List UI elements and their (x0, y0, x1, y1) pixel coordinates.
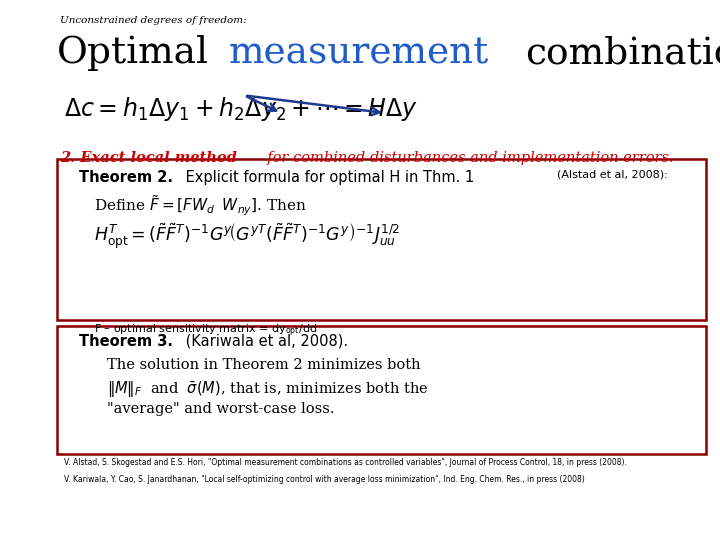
Text: $\|M\|_F$  and  $\bar{\sigma}(M)$, that is, minimizes both the: $\|M\|_F$ and $\bar{\sigma}(M)$, that is… (107, 380, 428, 400)
Text: Define $\tilde{F} = [FW_d \;\; W_{ny}]$. Then: Define $\tilde{F} = [FW_d \;\; W_{ny}]$.… (94, 193, 307, 218)
Text: 2. Exact local method: 2. Exact local method (60, 151, 237, 165)
Text: F – optimal sensitivity matrix = dy$_{\mathrm{opt}}$/dd: F – optimal sensitivity matrix = dy$_{\m… (94, 322, 317, 339)
Text: Theorem 2.: Theorem 2. (79, 170, 173, 185)
FancyBboxPatch shape (57, 159, 706, 320)
Text: (Kariwala et al, 2008).: (Kariwala et al, 2008). (181, 334, 348, 349)
Text: 20: 20 (13, 505, 30, 518)
Text: for combined disturbances and implementation errors.: for combined disturbances and implementa… (258, 151, 673, 165)
Text: N: N (16, 83, 31, 100)
FancyBboxPatch shape (57, 326, 706, 455)
Text: $\Delta c = h_1\Delta y_1 + h_2\Delta y_2 + \cdots = H\Delta y$: $\Delta c = h_1\Delta y_1 + h_2\Delta y_… (63, 96, 418, 124)
Text: Unconstrained degrees of freedom:: Unconstrained degrees of freedom: (60, 16, 247, 25)
Text: Theorem 3.: Theorem 3. (79, 334, 173, 349)
Text: V. Alstad, S. Skogestad and E.S. Hori, "Optimal measurement combinations as cont: V. Alstad, S. Skogestad and E.S. Hori, "… (63, 458, 626, 467)
Text: The solution in Theorem 2 minimizes both: The solution in Theorem 2 minimizes both (107, 357, 420, 372)
Text: (Alstad et al, 2008):: (Alstad et al, 2008): (557, 170, 667, 180)
Text: "average" and worst-case loss.: "average" and worst-case loss. (107, 402, 335, 416)
Text: measurement: measurement (229, 35, 489, 71)
Text: V. Kariwala, Y. Cao, S. Janardhanan, "Local self-optimizing control with average: V. Kariwala, Y. Cao, S. Janardhanan, "Lo… (63, 475, 585, 484)
Text: Optimal: Optimal (57, 35, 209, 71)
Text: □: □ (18, 26, 29, 36)
Text: $H_{\mathrm{opt}}^T = (\tilde{F}\tilde{F}^T)^{-1}G^y\!\left(G^{yT}(\tilde{F}\til: $H_{\mathrm{opt}}^T = (\tilde{F}\tilde{F… (94, 221, 400, 251)
Text: Explicit formula for optimal H in Thm. 1: Explicit formula for optimal H in Thm. 1 (181, 170, 479, 185)
Text: N: N (16, 180, 31, 198)
Text: U: U (16, 229, 31, 246)
Text: combination: combination (526, 35, 720, 71)
Text: T: T (17, 132, 30, 149)
